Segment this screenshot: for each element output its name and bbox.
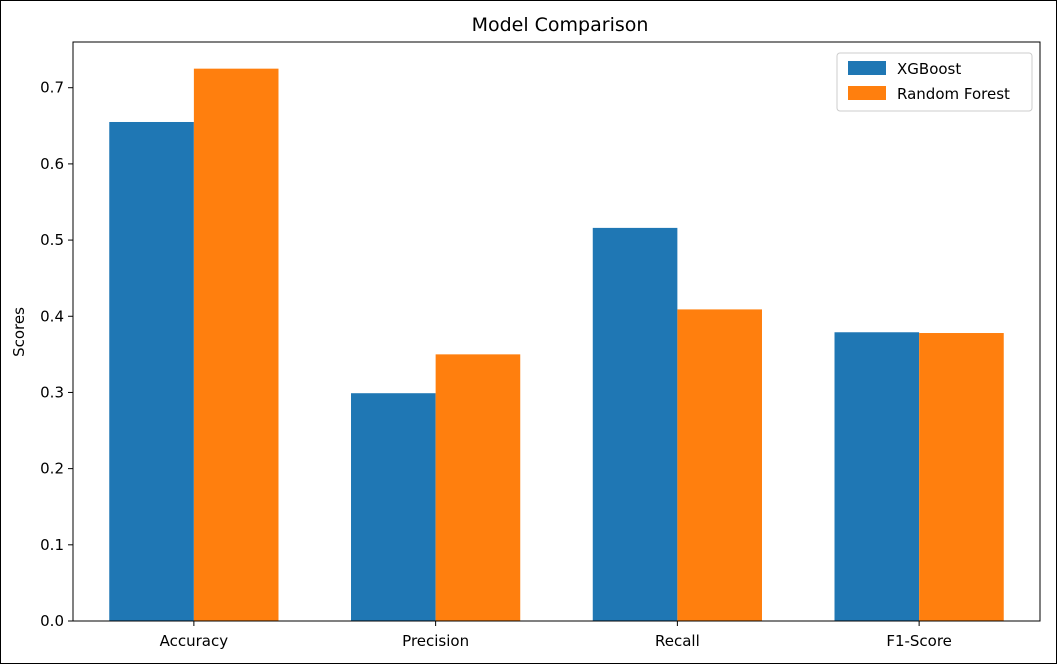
bar-xgboost-recall	[592, 227, 678, 621]
legend-label: XGBoost	[897, 60, 961, 78]
y-tick-label: 0.2	[40, 460, 64, 478]
y-axis-ticks: 0.0 0.1 0.2 0.3 0.4 0.5 0.6 0.7	[40, 79, 73, 630]
bar-random-forest-recall	[677, 309, 762, 621]
x-tick-label: F1-Score	[886, 632, 952, 650]
x-tick-label: Precision	[402, 632, 469, 650]
legend-swatch	[848, 86, 886, 100]
bar-xgboost-f1-score	[834, 332, 920, 621]
y-tick-label: 0.0	[40, 612, 64, 630]
chart-title: Model Comparison	[472, 14, 649, 36]
bar-xgboost-accuracy	[109, 121, 194, 622]
bars-group	[109, 68, 1004, 622]
y-tick-label: 0.5	[40, 231, 64, 249]
y-axis-label: Scores	[10, 307, 28, 357]
legend-swatch	[848, 61, 886, 75]
x-axis-ticks: Accuracy Precision Recall F1-Score	[160, 621, 952, 650]
plot-area-border	[72, 41, 1041, 622]
y-tick-label: 0.3	[40, 383, 64, 401]
x-tick-label: Recall	[655, 632, 700, 650]
y-tick-label: 0.6	[40, 155, 64, 173]
y-tick-label: 0.4	[40, 307, 64, 325]
bar-xgboost-precision	[351, 393, 436, 621]
y-tick-label: 0.7	[40, 79, 64, 97]
y-tick-label: 0.1	[40, 536, 64, 554]
legend: XGBoost Random Forest	[836, 52, 1033, 112]
legend-label: Random Forest	[897, 85, 1010, 103]
x-tick-label: Accuracy	[160, 632, 229, 650]
bar-random-forest-f1-score	[919, 333, 1004, 621]
bar-random-forest-accuracy	[193, 68, 279, 621]
bar-random-forest-precision	[435, 354, 521, 621]
